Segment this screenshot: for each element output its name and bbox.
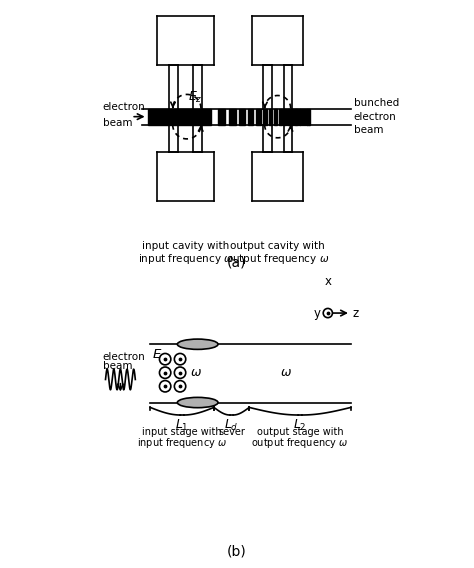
Text: y: y — [314, 307, 321, 320]
Text: input frequency $\omega$: input frequency $\omega$ — [137, 252, 233, 266]
Bar — [229, 108, 236, 125]
Text: bunched: bunched — [354, 98, 399, 108]
Bar — [301, 108, 303, 125]
Bar — [309, 108, 310, 125]
Bar — [248, 108, 253, 125]
Bar — [256, 108, 261, 125]
Bar — [291, 108, 292, 125]
Bar — [296, 108, 298, 125]
Text: input stage with: input stage with — [142, 427, 222, 437]
Text: (a): (a) — [227, 256, 247, 270]
Bar — [218, 108, 225, 125]
Text: $L_d$: $L_d$ — [224, 417, 239, 433]
Text: output stage with: output stage with — [257, 427, 343, 437]
Circle shape — [159, 353, 171, 365]
Text: sever: sever — [218, 427, 245, 437]
Bar — [274, 108, 277, 125]
Bar — [239, 108, 245, 125]
Ellipse shape — [177, 398, 218, 408]
Text: output frequency $\omega$: output frequency $\omega$ — [226, 252, 329, 266]
Text: output cavity with: output cavity with — [230, 241, 325, 251]
Circle shape — [323, 308, 332, 318]
Bar — [294, 108, 296, 125]
Text: x: x — [324, 275, 331, 288]
Text: (b): (b) — [227, 545, 247, 558]
Text: $E_z$: $E_z$ — [188, 90, 202, 105]
Text: $E_y$: $E_y$ — [152, 346, 167, 364]
Text: output frequency $\omega$: output frequency $\omega$ — [251, 436, 349, 450]
Text: z: z — [352, 307, 358, 320]
Bar — [299, 108, 301, 125]
Circle shape — [174, 353, 186, 365]
Text: input cavity with: input cavity with — [142, 241, 229, 251]
Bar — [269, 108, 272, 125]
Circle shape — [159, 381, 171, 392]
Text: electron: electron — [103, 102, 146, 112]
Text: beam: beam — [354, 126, 383, 135]
Text: electron: electron — [354, 112, 396, 122]
Bar — [287, 108, 290, 125]
Bar — [308, 108, 309, 125]
Text: $\omega$: $\omega$ — [190, 366, 201, 379]
Ellipse shape — [177, 339, 218, 349]
Bar — [147, 108, 211, 125]
Bar — [283, 108, 286, 125]
Circle shape — [174, 367, 186, 378]
Bar — [304, 108, 305, 125]
Text: input frequency $\omega$: input frequency $\omega$ — [137, 436, 227, 450]
Text: $\omega$: $\omega$ — [280, 366, 292, 379]
Text: beam: beam — [103, 361, 132, 371]
Text: electron: electron — [103, 352, 146, 362]
Bar — [306, 108, 307, 125]
Circle shape — [174, 381, 186, 392]
Text: $L_1$: $L_1$ — [175, 417, 189, 433]
Text: $L_2$: $L_2$ — [293, 417, 307, 433]
Circle shape — [159, 367, 171, 378]
Bar — [279, 108, 282, 125]
Bar — [263, 108, 267, 125]
Text: beam: beam — [103, 118, 132, 128]
